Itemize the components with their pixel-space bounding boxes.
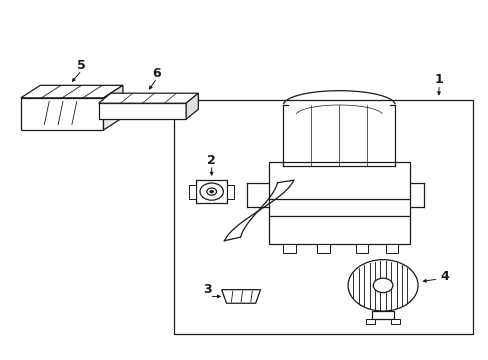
Bar	[196, 180, 227, 203]
Circle shape	[209, 190, 213, 193]
Bar	[317, 244, 329, 253]
Polygon shape	[186, 93, 198, 119]
Circle shape	[200, 183, 223, 200]
Bar	[372, 311, 393, 319]
Bar	[366, 319, 374, 324]
Polygon shape	[21, 85, 122, 98]
Polygon shape	[221, 290, 260, 303]
Text: 1: 1	[434, 73, 443, 86]
Bar	[283, 244, 295, 253]
Text: 2: 2	[207, 154, 216, 167]
Bar	[227, 185, 234, 199]
Text: 5: 5	[77, 59, 86, 72]
Bar	[99, 103, 186, 119]
Bar	[174, 100, 472, 334]
Bar	[21, 98, 103, 130]
Polygon shape	[103, 85, 122, 130]
Circle shape	[347, 260, 417, 311]
Bar	[189, 185, 196, 199]
Bar	[385, 244, 397, 253]
Circle shape	[372, 278, 392, 293]
Bar	[356, 244, 368, 253]
Circle shape	[206, 188, 216, 195]
Polygon shape	[99, 93, 198, 103]
Text: 3: 3	[203, 283, 211, 296]
Text: 6: 6	[152, 67, 161, 80]
Bar	[390, 319, 399, 324]
Bar	[268, 162, 409, 244]
Text: 4: 4	[440, 270, 448, 283]
